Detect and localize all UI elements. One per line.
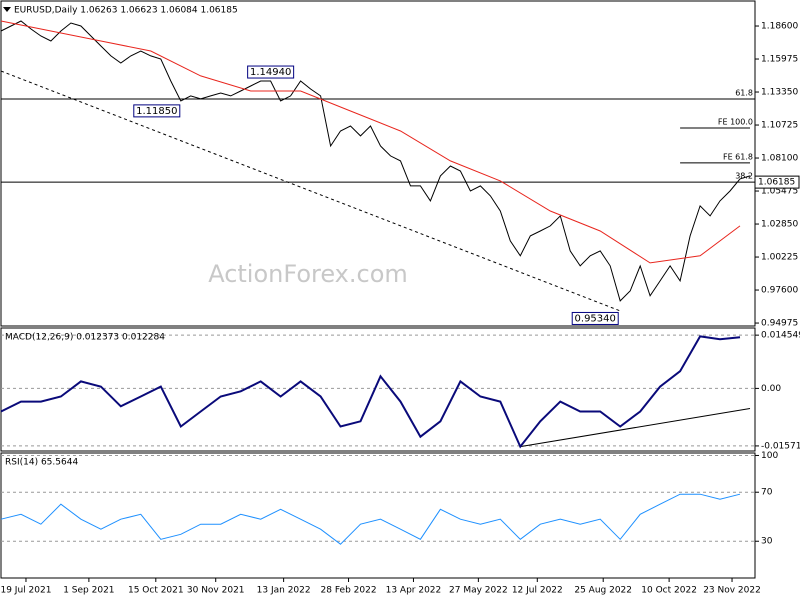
watermark: ActionForex.com [208, 260, 408, 288]
y-tick-label: 1.02850 [761, 220, 798, 230]
y-tick-label: 0.014549 [761, 331, 800, 341]
x-tick-label: 30 Nov 2021 [187, 586, 245, 596]
trendline [0, 70, 621, 312]
title-arrow [3, 7, 11, 12]
fe-label: FE 100.0 [718, 117, 753, 126]
series-line [0, 493, 741, 545]
level-label: 38.2 [735, 172, 753, 181]
x-tick-label: 10 Oct 2022 [641, 586, 697, 596]
y-tick-label: -0.015712 [761, 441, 800, 451]
x-tick-label: 1 Sep 2021 [63, 586, 114, 596]
x-tick-label: 19 Jul 2021 [0, 586, 51, 596]
annotation-box [247, 65, 295, 79]
x-tick-label: 15 Oct 2021 [128, 586, 184, 596]
x-tick-label: 28 Feb 2022 [321, 586, 377, 596]
y-tick-label: 1.10725 [761, 121, 798, 131]
series-line [0, 20, 741, 264]
panel-frame [0, 452, 756, 579]
panel-frame [0, 327, 756, 452]
y-tick-label: 1.00225 [761, 253, 798, 263]
annotation-label: 1.14940 [250, 67, 291, 78]
y-tick-label: 1.08100 [761, 154, 798, 164]
y-tick-label: 0.97600 [761, 286, 798, 296]
level-label: 61.8 [735, 88, 753, 97]
y-tick-label: 100 [761, 451, 778, 461]
fe-label: FE 61.8 [723, 152, 753, 161]
y-tick-label: 1.13350 [761, 88, 798, 98]
y-tick-label: 30 [761, 537, 773, 547]
x-tick-label: 25 Aug 2022 [574, 586, 632, 596]
panel-title: RSI(14) 65.5644 [5, 458, 78, 468]
panel-frame [0, 0, 756, 327]
annotation-box [133, 104, 181, 118]
annotation-box [571, 311, 619, 325]
x-tick-label: 12 Jul 2022 [512, 586, 563, 596]
y-tick-label: 70 [761, 488, 773, 498]
annotation-label: 1.11850 [136, 106, 177, 117]
x-tick-label: 27 May 2022 [449, 586, 508, 596]
x-tick-label: 23 Nov 2022 [703, 586, 761, 596]
price-box [754, 175, 800, 189]
annotation-label: 0.95340 [575, 313, 616, 324]
price-label: 1.06185 [758, 178, 795, 188]
y-tick-label: 1.15975 [761, 55, 798, 65]
y-tick-label: 1.05475 [761, 187, 798, 197]
y-tick-label: 0.00 [761, 384, 781, 394]
x-tick-label: 13 Jan 2022 [257, 586, 311, 596]
series-line [0, 335, 741, 449]
y-tick-label: 0.94975 [761, 319, 798, 329]
x-tick-label: 13 Apr 2022 [386, 586, 442, 596]
series-line [0, 20, 751, 302]
panel-title: MACD(12,26,9) 0.012373 0.012284 [5, 333, 165, 343]
panel-title: EURUSD,Daily 1.06263 1.06623 1.06084 1.0… [14, 6, 238, 16]
y-tick-label: 1.18600 [761, 22, 798, 32]
trendline [520, 408, 751, 448]
